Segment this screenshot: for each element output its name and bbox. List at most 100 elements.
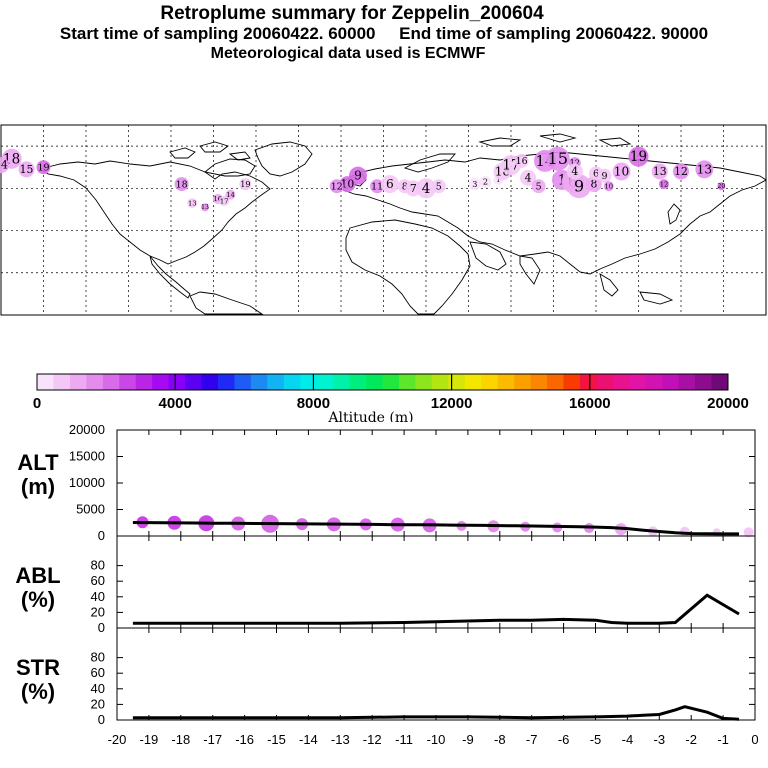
y-tick-label: 40 — [91, 589, 105, 604]
x-tick-label: -18 — [171, 732, 190, 747]
y-tick-label: 0 — [98, 528, 105, 543]
colorbar-cell — [415, 374, 433, 390]
colorbar-ticks: 0 4000 8000 12000 16000 20000 — [33, 374, 749, 412]
retroplume-clusters: 1814151918191416171313910121168745321181… — [0, 146, 726, 212]
cluster-day-label: 8 — [590, 178, 597, 191]
cluster-circle — [514, 153, 529, 168]
retroplume-map: 1814151918191416171313910121168745321181… — [0, 124, 767, 316]
cluster-circle — [219, 196, 230, 206]
cluster-circle — [612, 162, 631, 181]
cluster-day-label: 19 — [240, 179, 250, 189]
cluster-day-label: 12 — [331, 181, 343, 192]
colorbar-cell — [217, 374, 235, 390]
alt-panel-unit: (m) — [21, 474, 55, 499]
cluster-circle — [520, 169, 536, 186]
cluster-circle — [329, 179, 344, 194]
colorbar-tick-label: 4000 — [159, 395, 192, 412]
x-tick-labels: -20 -19 -18 -17 -16 -15 -14 -13 -12 -11 -10 -9 -8 -7-… — [108, 732, 759, 747]
colorbar-cell — [481, 374, 499, 390]
colorbar-cell — [234, 374, 252, 390]
colorbar-cell — [464, 374, 482, 390]
cluster-circle — [566, 163, 583, 180]
x-tick-label: -13 — [331, 732, 350, 747]
colorbar-tick-label: 12000 — [431, 395, 473, 412]
colorbar-cell — [563, 374, 581, 390]
colorbar-cell — [316, 374, 334, 390]
panel-frame — [116, 627, 756, 721]
x-tick-label: -12 — [363, 732, 382, 747]
x-tick-label: -20 — [108, 732, 127, 747]
cluster-circle — [370, 179, 385, 194]
colorbar-cell — [37, 374, 54, 390]
colorbar-cell — [662, 374, 680, 390]
y-tick-label: 5000 — [76, 502, 105, 517]
colorbar-cell — [152, 374, 170, 390]
cluster-circle — [659, 179, 669, 190]
cluster-circle — [431, 179, 446, 194]
altitude-colorbar: 0 4000 8000 12000 16000 20000 Altitude (m) — [33, 373, 749, 422]
colorbar-cell — [267, 374, 285, 390]
cluster-day-label: 9 — [574, 177, 584, 196]
colorbar-label: Altitude (m) — [327, 410, 413, 422]
y-tick-label: 80 — [91, 650, 105, 665]
colorbar-cell — [612, 374, 630, 390]
cluster-day-label: 19 — [37, 162, 49, 173]
cluster-circle — [18, 161, 35, 178]
x-tick-label: -2 — [685, 732, 697, 747]
cluster-circle — [416, 178, 436, 199]
cluster-day-label: 13 — [201, 204, 209, 211]
cluster-circle — [225, 189, 236, 200]
colorbar-tick-label: 16000 — [569, 395, 611, 412]
cluster-circle — [187, 198, 198, 209]
x-tick-label: -5 — [590, 732, 602, 747]
y-tick-label: 0 — [98, 620, 105, 635]
cluster-circle — [0, 157, 9, 174]
series-line — [132, 705, 740, 721]
cluster-day-label: 10 — [604, 182, 613, 190]
x-tick-label: -11 — [395, 732, 413, 747]
colorbar-tick-label: 20000 — [707, 395, 749, 412]
cluster-circle — [567, 174, 591, 199]
cluster-circle — [695, 160, 714, 179]
colorbar-cell — [333, 374, 351, 390]
colorbar-cell — [497, 374, 515, 390]
x-tick-label: -6 — [558, 732, 570, 747]
cluster-day-label: 15 — [20, 163, 34, 176]
time-series-panels: ALT (m) ABL (%) STR (%) 0 5000 10000 15000 2… — [15, 422, 759, 747]
y-tick-label: 20 — [91, 604, 105, 619]
series-line — [132, 521, 739, 536]
y-tick-label: 10000 — [69, 475, 105, 490]
cluster-day-label: 10 — [341, 178, 355, 191]
cluster-day-label: 12 — [660, 180, 669, 188]
colorbar-cell — [69, 374, 87, 390]
chart-title: Retroplume summary for Zeppelin_200604 — [160, 3, 544, 24]
colorbar-cell — [283, 374, 301, 390]
colorbar-cell — [596, 374, 614, 390]
cluster-day-label: 8 — [402, 181, 408, 192]
cluster-circle — [673, 163, 689, 180]
x-tick-label: -10 — [427, 732, 446, 747]
colorbar-cell — [711, 374, 729, 390]
colorbar-cell — [102, 374, 120, 390]
y-tick-label: 15000 — [69, 449, 105, 464]
cluster-day-label: 6 — [386, 177, 394, 191]
str-panel-unit: (%) — [21, 679, 55, 704]
colorbar-cell — [448, 374, 466, 390]
cluster-day-label: 13 — [188, 199, 197, 207]
panel-frame — [116, 535, 756, 629]
colorbar-cell — [431, 374, 449, 390]
cluster-day-label: 16 — [516, 156, 528, 167]
cluster-circle — [545, 146, 570, 171]
colorbar-cell — [547, 374, 564, 390]
colorbar-tick-label: 8000 — [297, 395, 330, 412]
colorbar-cell — [349, 374, 367, 390]
series-line — [132, 593, 740, 625]
y-tick-label: 20000 — [69, 422, 105, 437]
cluster-circle — [603, 181, 614, 192]
cluster-day-label: 19 — [630, 149, 647, 165]
cluster-day-label: 14 — [226, 191, 235, 199]
colorbar-cell — [382, 374, 400, 390]
colorbar-cell — [168, 374, 186, 390]
cluster-day-label: 4 — [525, 171, 532, 184]
